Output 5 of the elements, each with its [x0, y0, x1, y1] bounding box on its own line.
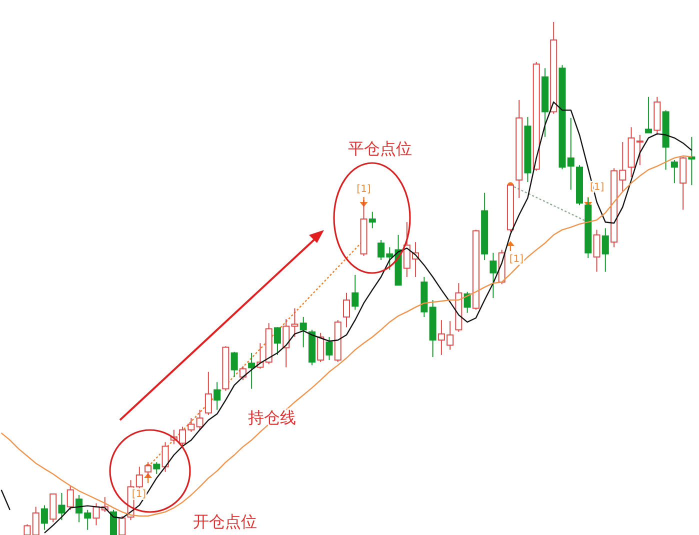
- annotation: [1]: [509, 254, 524, 265]
- annotation: 持仓线: [248, 408, 296, 427]
- annotation: 平仓点位: [348, 139, 412, 158]
- annotation: [1]: [356, 184, 371, 195]
- annotation: 开仓点位: [193, 512, 257, 531]
